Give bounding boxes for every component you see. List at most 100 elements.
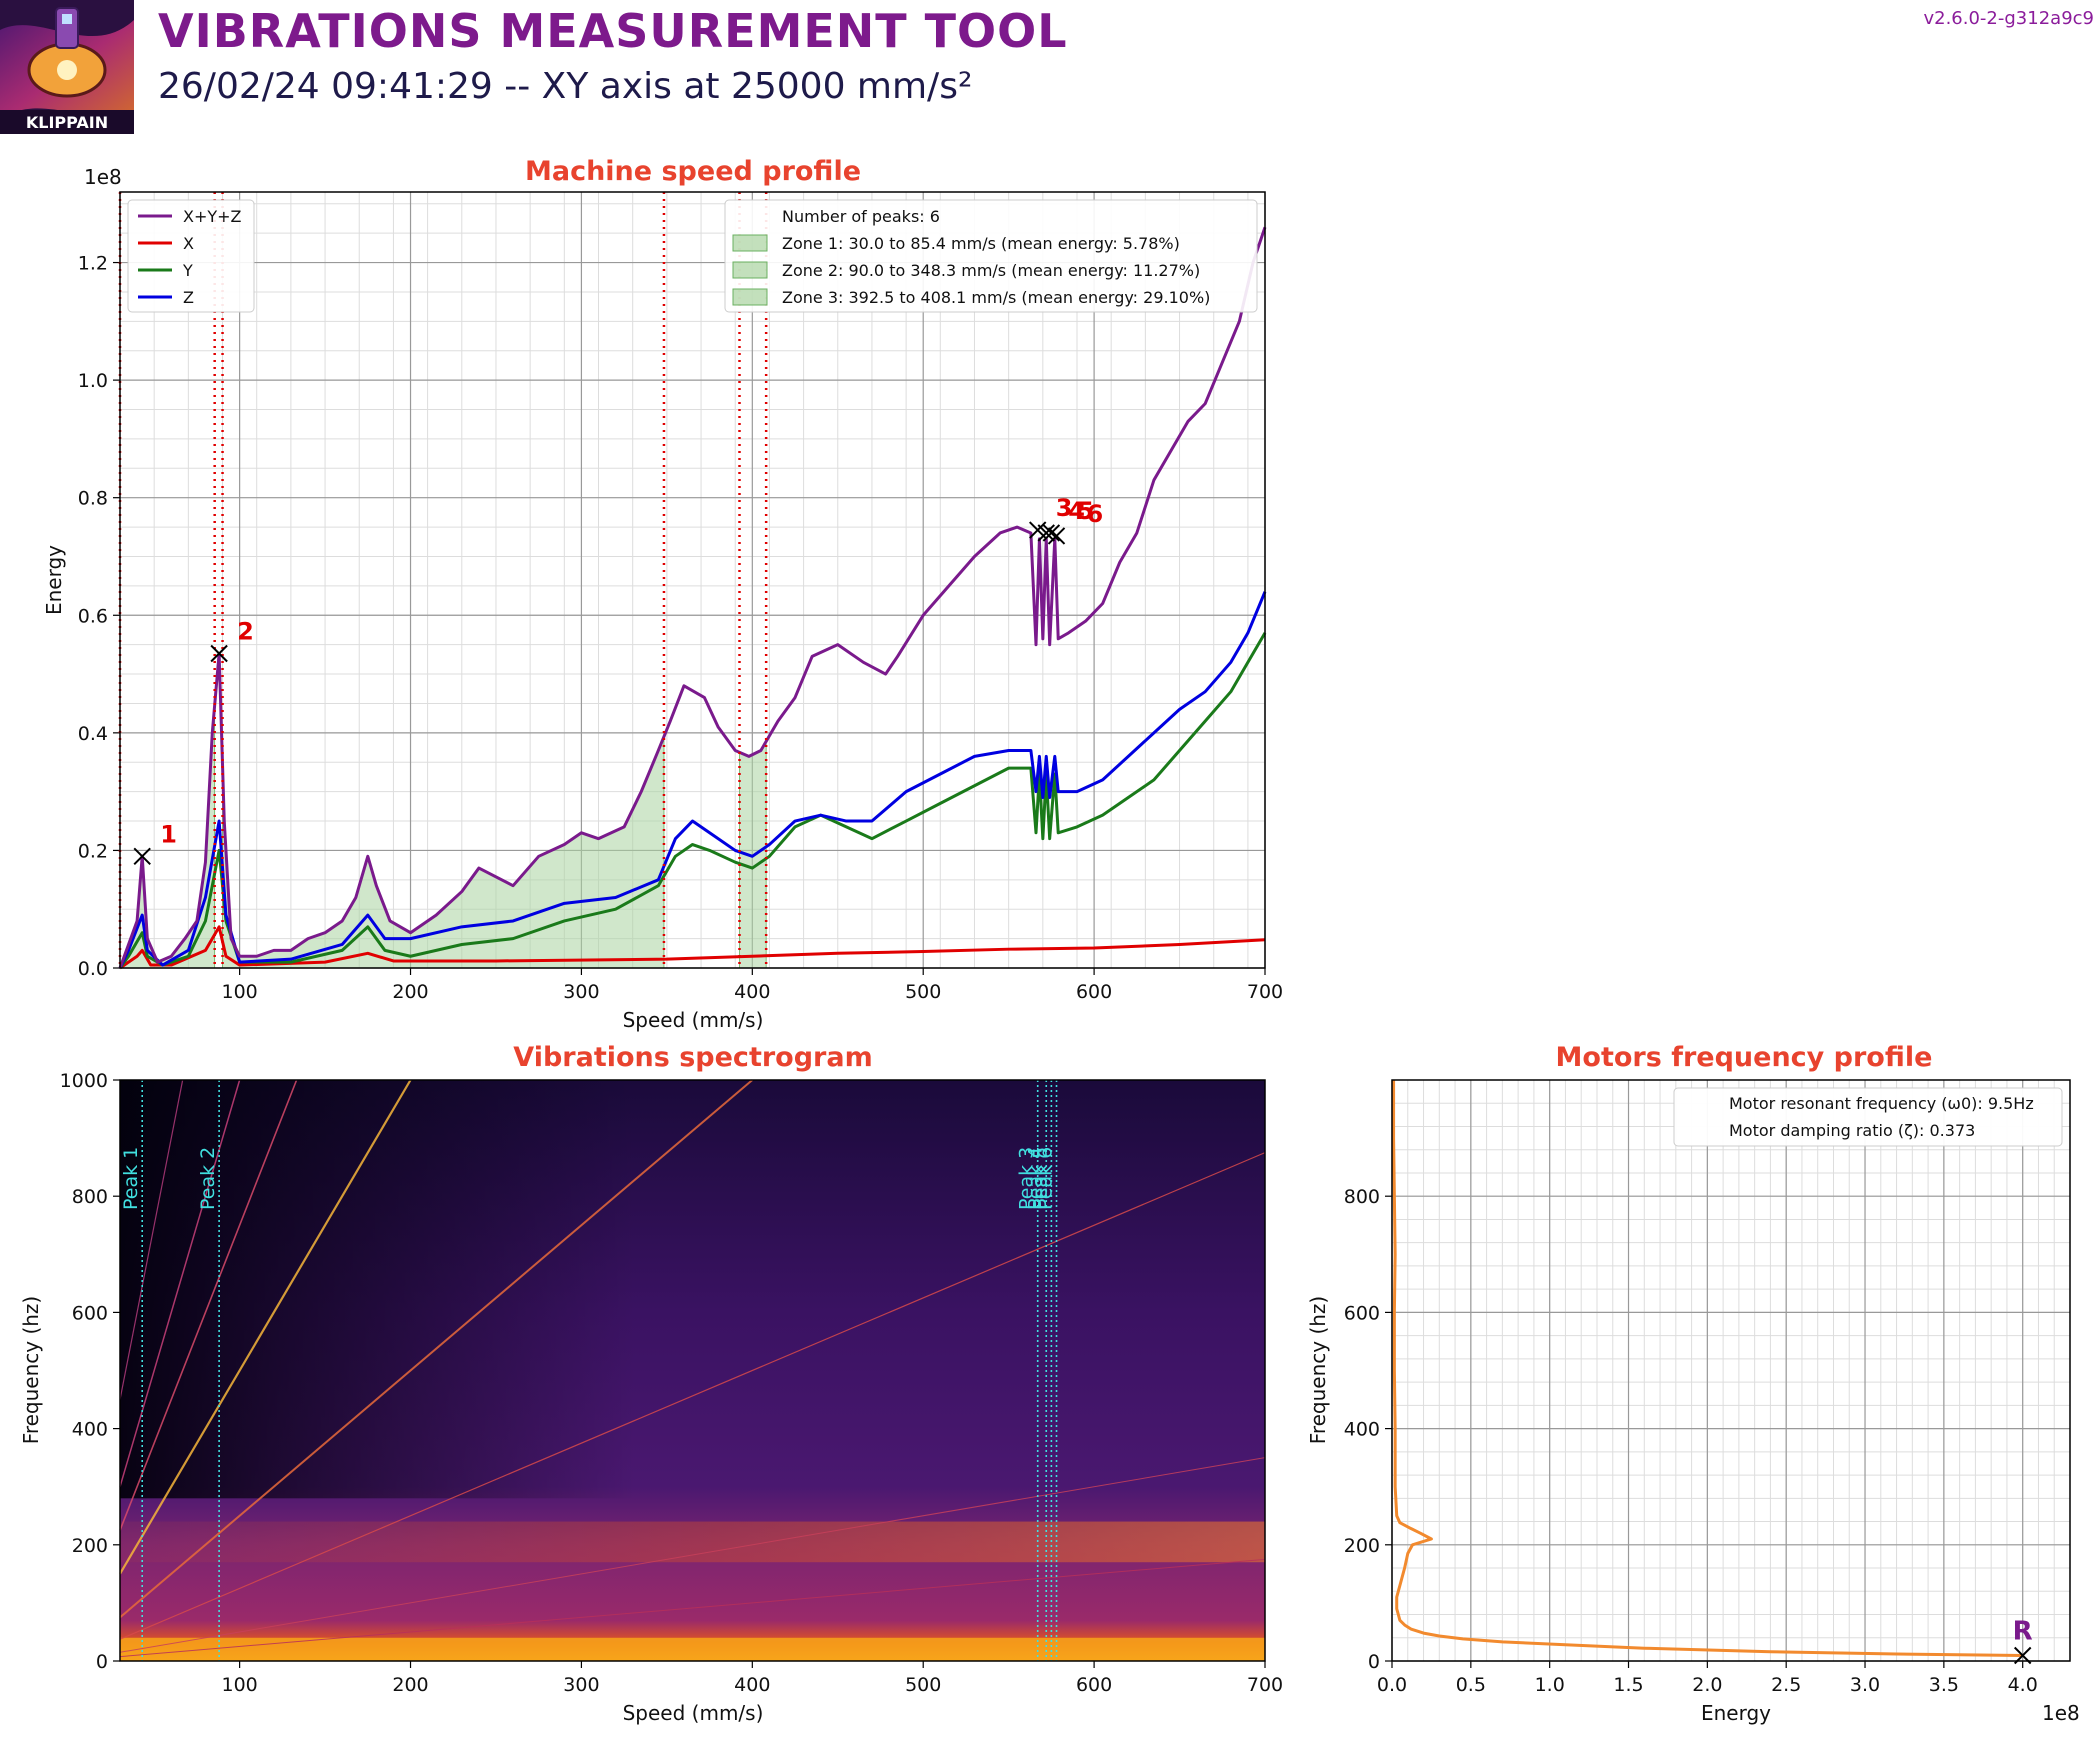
zone-legend-entry: Zone 1: 30.0 to 85.4 mm/s (mean energy: … bbox=[782, 234, 1180, 253]
peak-line-label: Peak 3 bbox=[1016, 1147, 1038, 1210]
series-line-x bbox=[119, 925, 1266, 970]
speed-profile-plot: 100 200 300 400 500 600 700 0.0 0.2 0.4 0.6 0.8 1.0 1… bbox=[78, 191, 1283, 1003]
peak-label: 3 bbox=[1056, 494, 1073, 522]
x-tick-label: 100 bbox=[221, 981, 257, 1003]
y-tick-label: 400 bbox=[1344, 1419, 1380, 1441]
plot-frame bbox=[119, 1079, 1266, 1662]
harmonic-line bbox=[119, 1079, 241, 1487]
klippain-logo: KLIPPAIN bbox=[0, 0, 134, 134]
x-tick-label: 2.0 bbox=[1692, 1674, 1722, 1696]
peak-line-label: Peak 1 bbox=[120, 1147, 142, 1210]
spectrogram-xlabel: Speed (mm/s) bbox=[623, 1701, 764, 1725]
motor-profile-ylabel: Frequency (hz) bbox=[1306, 1296, 1330, 1444]
legend-entry: X bbox=[183, 234, 194, 253]
y-tick-label: 0.0 bbox=[78, 958, 108, 980]
version-label: v2.6.0-2-g312a9c9 bbox=[1923, 8, 2094, 29]
legend-entry: Y bbox=[182, 261, 193, 280]
x-tick-label: 400 bbox=[734, 981, 770, 1003]
x-tick-label: 600 bbox=[1076, 981, 1112, 1003]
series-legend-box bbox=[127, 199, 255, 313]
page-subtitle: 26/02/24 09:41:29 -- XY axis at 25000 mm… bbox=[158, 66, 973, 107]
x-tick-label: 300 bbox=[563, 1674, 599, 1696]
zone-legend-swatch bbox=[732, 288, 768, 306]
speed-profile-title: Machine speed profile bbox=[525, 156, 861, 187]
speed-profile-ylabel: Energy bbox=[42, 545, 66, 615]
x-tick-label: 2.5 bbox=[1771, 1674, 1801, 1696]
peak-line-label: Peak 4 bbox=[1024, 1147, 1046, 1210]
y-tick-label: 600 bbox=[72, 1302, 108, 1324]
y-tick-label: 1.0 bbox=[78, 370, 108, 392]
peak-marker bbox=[1047, 527, 1066, 545]
x-tick-label: 500 bbox=[905, 1674, 941, 1696]
plot-frame bbox=[1391, 1079, 2071, 1662]
harmonic-line bbox=[119, 1079, 184, 1400]
peak-label: 4 bbox=[1068, 497, 1085, 525]
harmonic-line bbox=[119, 1558, 1266, 1658]
y-tick-label: 0.4 bbox=[78, 723, 108, 745]
plot-background bbox=[1392, 1080, 2070, 1661]
x-tick-label: 0.0 bbox=[1377, 1674, 1407, 1696]
zone-legend-entry: Zone 2: 90.0 to 348.3 mm/s (mean energy:… bbox=[782, 261, 1200, 280]
speed-profile-xlabel: Speed (mm/s) bbox=[623, 1008, 764, 1032]
speed-profile-multiplier: 1e8 bbox=[84, 165, 122, 189]
harmonic-line bbox=[119, 1152, 1266, 1640]
x-tick-label: 700 bbox=[1247, 981, 1283, 1003]
harmonic-line bbox=[119, 1079, 753, 1619]
motor-legend-entry: Motor resonant frequency (ω0): 9.5Hz bbox=[1729, 1094, 2034, 1113]
motor-profile-line bbox=[1392, 1080, 2023, 1657]
motor-legend-box bbox=[1673, 1087, 2063, 1147]
motor-profile-title: Motors frequency profile bbox=[1556, 1042, 1933, 1073]
harmonic-line bbox=[119, 1079, 298, 1531]
peak-line-label: Peak 2 bbox=[197, 1147, 219, 1210]
motor-profile-multiplier: 1e8 bbox=[2042, 1701, 2080, 1725]
series-line-xyz bbox=[118, 226, 1267, 969]
logo-text: KLIPPAIN bbox=[26, 113, 108, 132]
y-tick-label: 200 bbox=[72, 1535, 108, 1557]
page-title: VIBRATIONS MEASUREMENT TOOL bbox=[158, 4, 1068, 58]
y-tick-label: 0 bbox=[1368, 1651, 1380, 1673]
peak-label: 5 bbox=[1077, 497, 1094, 525]
peak-line-label: Peak 5 bbox=[1029, 1147, 1051, 1210]
motor-legend-entry: Motor damping ratio (ζ): 0.373 bbox=[1729, 1121, 1975, 1140]
y-tick-label: 200 bbox=[1344, 1535, 1380, 1557]
zone-legend-swatch bbox=[732, 261, 768, 279]
x-tick-label: 4.0 bbox=[2008, 1674, 2038, 1696]
legend-entry: Z bbox=[183, 288, 194, 307]
motor-profile-plot: 0.0 0.5 1.0 1.5 2.0 2.5 3.0 3.5 4.0 0 200 400 600 800… bbox=[1344, 1079, 2071, 1696]
spectrogram-band bbox=[120, 1521, 1265, 1563]
x-tick-label: 300 bbox=[563, 981, 599, 1003]
peak-label: 2 bbox=[237, 617, 254, 645]
x-tick-label: 100 bbox=[221, 1674, 257, 1696]
peak-marker bbox=[1042, 524, 1061, 542]
peak-line-label: Peak 6 bbox=[1035, 1147, 1057, 1210]
x-tick-label: 0.5 bbox=[1456, 1674, 1486, 1696]
y-tick-label: 400 bbox=[72, 1419, 108, 1441]
peak-marker bbox=[210, 644, 228, 663]
harmonic-line bbox=[119, 1457, 1266, 1653]
spectrogram-title: Vibrations spectrogram bbox=[513, 1042, 872, 1073]
y-tick-label: 0.6 bbox=[78, 605, 108, 627]
x-tick-label: 3.0 bbox=[1850, 1674, 1880, 1696]
motor-profile-xlabel: Energy bbox=[1701, 1701, 1771, 1725]
peak-label: 6 bbox=[1087, 500, 1104, 528]
x-tick-label: 200 bbox=[392, 981, 428, 1003]
x-tick-label: 500 bbox=[905, 981, 941, 1003]
y-tick-label: 0 bbox=[96, 1651, 108, 1673]
zone-legend-box bbox=[724, 199, 1258, 313]
zone-legend-entry: Zone 3: 392.5 to 408.1 mm/s (mean energy… bbox=[782, 288, 1210, 307]
peaks-count: Number of peaks: 6 bbox=[782, 207, 940, 226]
x-tick-label: 400 bbox=[734, 1674, 770, 1696]
y-tick-label: 800 bbox=[1344, 1186, 1380, 1208]
y-tick-label: 800 bbox=[72, 1186, 108, 1208]
harmonic-line bbox=[119, 1079, 412, 1575]
x-tick-label: 600 bbox=[1076, 1674, 1112, 1696]
y-tick-label: 0.2 bbox=[78, 840, 108, 862]
x-tick-label: 200 bbox=[392, 1674, 428, 1696]
spectrogram-low-band bbox=[120, 1637, 1265, 1661]
spectrogram-ylabel: Frequency (hz) bbox=[19, 1296, 43, 1444]
zone-legend-swatch bbox=[732, 234, 768, 252]
y-tick-label: 600 bbox=[1344, 1302, 1380, 1324]
resonance-label: R bbox=[2013, 1616, 2033, 1646]
